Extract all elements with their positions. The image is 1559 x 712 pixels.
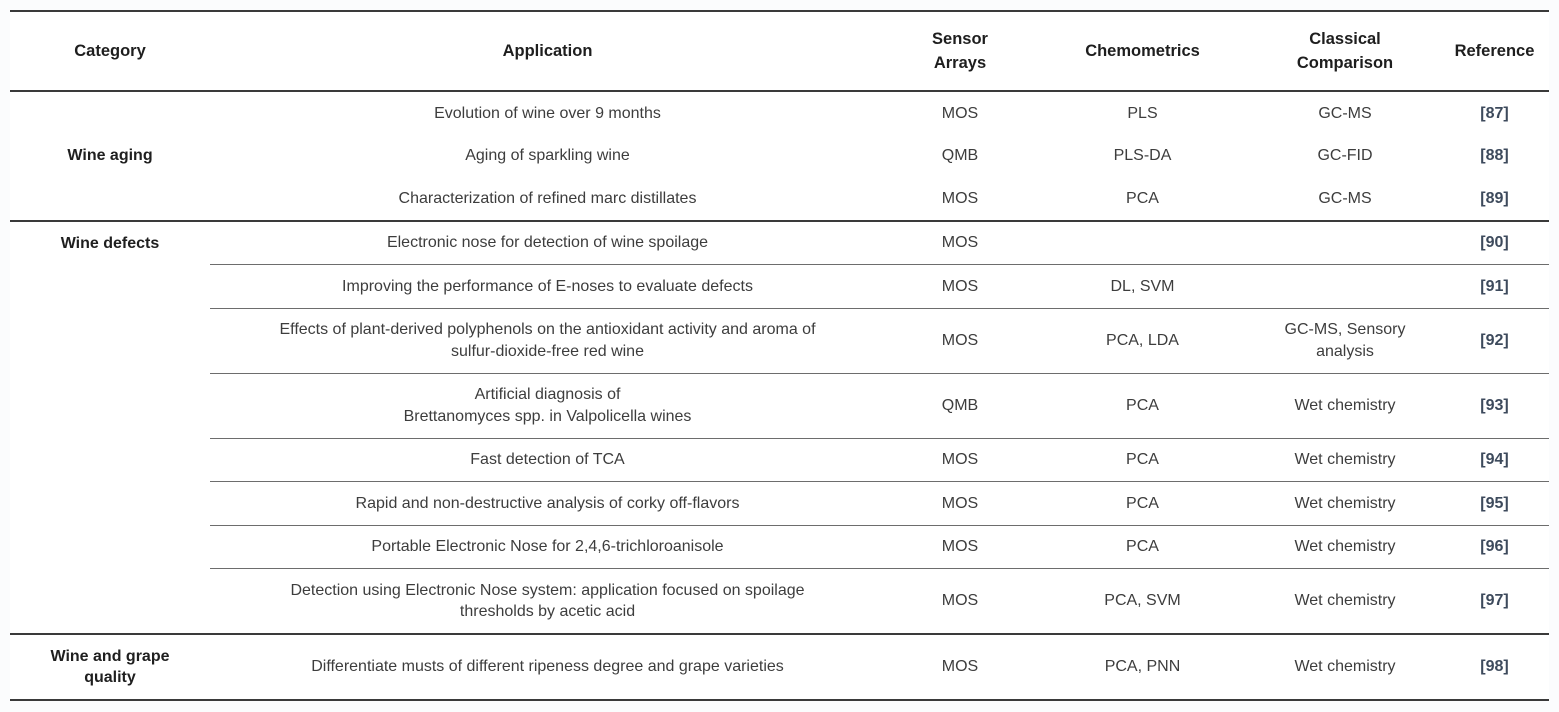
application-cell: Evolution of wine over 9 months [434, 104, 661, 122]
header-row: Category Application Sensor Arrays Chemomet… [10, 11, 1549, 92]
classical-comparison-cell: GC-MS, Sensory analysis [1250, 307, 1440, 373]
col-header-reference: Reference [1440, 11, 1549, 92]
chemometrics-cell: PCA, SVM [1035, 568, 1250, 634]
table-row: Rapid and non-destructive analysis of co… [10, 481, 1549, 525]
chemometrics-cell: PCA [1035, 524, 1250, 569]
col-header-application: Application [210, 11, 885, 92]
reference-cell[interactable]: [92] [1440, 307, 1549, 373]
table-row: Wine aging Evolution of wine over 9 month… [10, 91, 1549, 165]
classical-comparison-cell [1250, 221, 1440, 265]
sensor-arrays-cell: MOS [885, 264, 1035, 308]
sensor-arrays-cell: MOS [941, 234, 979, 251]
chemometrics-cell: PCA [1126, 189, 1159, 207]
table-row: Fast detection of TCA MOS PCA Wet chemistry… [10, 437, 1549, 482]
table-row: Wine and grape quality Differentiate must… [10, 634, 1549, 700]
table-row: Detection using Electronic Nose system: … [10, 568, 1549, 634]
col-header-classical-comparison: Classical Comparison [1250, 11, 1440, 92]
classical-comparison-cell: Wet chemistry [1250, 568, 1440, 634]
classical-comparison-cell: GC-FID [1317, 147, 1373, 164]
sensor-arrays-cell: QMB [885, 372, 1035, 438]
table-row: Wine defects Electronic nose for detectio… [10, 221, 1549, 265]
reference-cell[interactable]: [89] [1480, 189, 1509, 207]
reference-cell[interactable]: [91] [1440, 264, 1549, 308]
chemometrics-cell: DL, SVM [1035, 264, 1250, 308]
application-cell: Detection using Electronic Nose system: … [210, 568, 885, 634]
table-row: Effects of plant-derived polyphenols on … [10, 307, 1549, 373]
table-row: Aging of sparkling wine QMB PLS-DA GC-FID [8… [10, 135, 1549, 178]
applications-table: Category Application Sensor Arrays Chemomet… [10, 10, 1549, 701]
classical-comparison-cell: Wet chemistry [1294, 658, 1396, 676]
col-header-chemometrics: Chemometrics [1035, 11, 1250, 92]
reference-cell[interactable]: [98] [1480, 658, 1509, 676]
category-cell: Wine and grape quality [50, 647, 170, 687]
table-row: Characterization of refined marc distill… [10, 177, 1549, 221]
sensor-arrays-cell: MOS [885, 568, 1035, 634]
reference-cell[interactable]: [93] [1440, 372, 1549, 438]
category-cell: Wine aging [67, 147, 153, 164]
sensor-arrays-cell: MOS [885, 307, 1035, 373]
col-header-sensor-arrays: Sensor Arrays [885, 11, 1035, 92]
application-cell: Electronic nose for detection of wine sp… [386, 234, 709, 251]
application-cell: Artificial diagnosis of Brettanomyces sp… [210, 372, 885, 438]
application-cell: Improving the performance of E-noses to … [210, 264, 885, 308]
chemometrics-cell: PCA [1035, 372, 1250, 438]
application-cell: Portable Electronic Nose for 2,4,6-trich… [210, 524, 885, 569]
sensor-arrays-cell: MOS [941, 658, 979, 676]
reference-cell[interactable]: [97] [1440, 568, 1549, 634]
reference-cell[interactable]: [88] [1480, 147, 1509, 164]
table-row: Artificial diagnosis of Brettanomyces sp… [10, 372, 1549, 438]
chemometrics-cell: PCA, PNN [1104, 658, 1181, 676]
classical-comparison-cell: Wet chemistry [1250, 372, 1440, 438]
application-cell: Effects of plant-derived polyphenols on … [210, 307, 885, 373]
table-group: Wine defects Electronic nose for detectio… [10, 220, 1549, 634]
chemometrics-cell: PLS [1127, 104, 1158, 122]
table-header: Category Application Sensor Arrays Chemomet… [10, 11, 1549, 92]
classical-comparison-cell: GC-MS [1318, 104, 1372, 122]
table-group: Wine and grape quality Differentiate must… [10, 634, 1549, 700]
classical-comparison-cell: Wet chemistry [1250, 524, 1440, 569]
reference-cell[interactable]: [96] [1440, 524, 1549, 569]
table-row: Improving the performance of E-noses to … [10, 264, 1549, 308]
table-group: Wine aging Evolution of wine over 9 month… [10, 91, 1549, 221]
classical-comparison-cell [1250, 264, 1440, 308]
col-header-category: Category [10, 11, 210, 92]
chemometrics-cell: PCA [1035, 437, 1250, 482]
reference-cell[interactable]: [90] [1480, 234, 1509, 251]
chemometrics-cell [1035, 221, 1250, 265]
chemometrics-cell: PLS-DA [1113, 147, 1172, 164]
reference-cell[interactable]: [94] [1440, 437, 1549, 482]
sensor-arrays-cell: MOS [885, 437, 1035, 482]
sensor-arrays-cell: MOS [941, 189, 979, 207]
classical-comparison-cell: GC-MS [1318, 189, 1372, 207]
classical-comparison-cell: Wet chemistry [1250, 481, 1440, 525]
sensor-arrays-cell: MOS [941, 104, 979, 122]
table-row: Portable Electronic Nose for 2,4,6-trich… [10, 524, 1549, 569]
reference-cell[interactable]: [95] [1440, 481, 1549, 525]
application-cell: Differentiate musts of different ripenes… [311, 658, 784, 676]
application-cell: Fast detection of TCA [210, 437, 885, 482]
application-cell: Rapid and non-destructive analysis of co… [210, 481, 885, 525]
sensor-arrays-cell: QMB [941, 147, 979, 164]
classical-comparison-cell: Wet chemistry [1250, 437, 1440, 482]
sensor-arrays-cell: MOS [885, 524, 1035, 569]
chemometrics-cell: PCA, LDA [1035, 307, 1250, 373]
application-cell: Aging of sparkling wine [465, 147, 630, 164]
sensor-arrays-cell: MOS [885, 481, 1035, 525]
chemometrics-cell: PCA [1035, 481, 1250, 525]
category-cell: Wine defects [60, 235, 160, 252]
application-cell: Characterization of refined marc distill… [398, 189, 697, 207]
reference-cell[interactable]: [87] [1480, 104, 1509, 122]
